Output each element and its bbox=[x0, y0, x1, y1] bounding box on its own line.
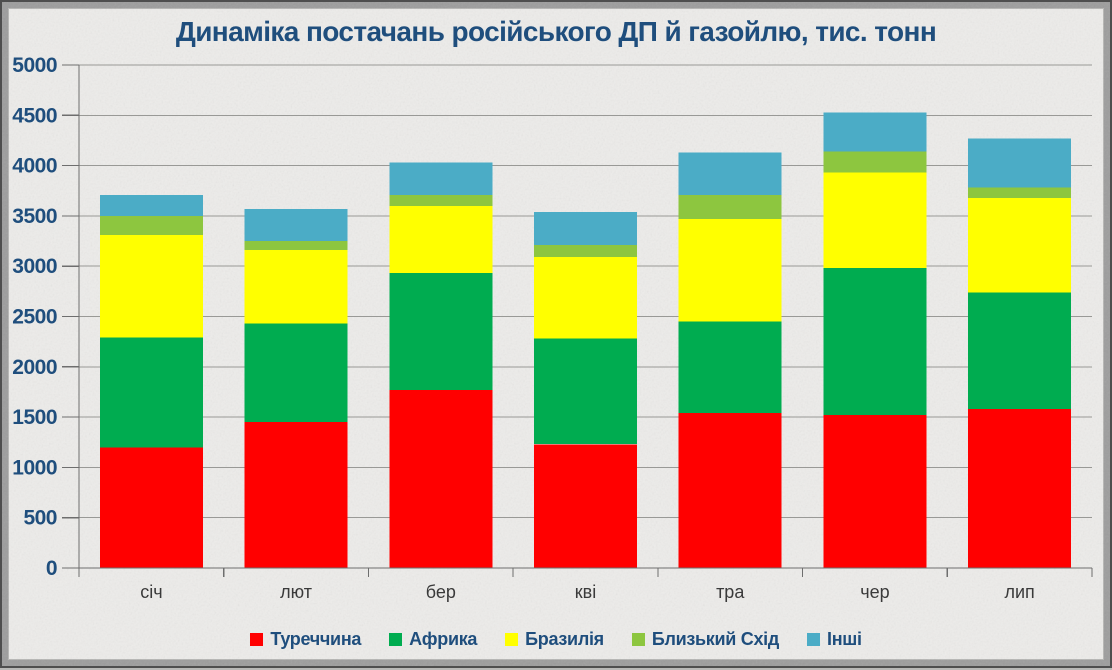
bar-segment-s2-c3 bbox=[534, 257, 637, 339]
bar-segment-s2-c2 bbox=[389, 205, 493, 274]
x-axis-label: січ bbox=[140, 582, 162, 602]
bar-segment-s3-c4 bbox=[678, 194, 782, 219]
legend-label: Близький Схід bbox=[651, 628, 779, 649]
y-axis-label: 4500 bbox=[12, 104, 57, 127]
legend-label: Туреччина bbox=[270, 628, 362, 649]
legend-swatch-icon bbox=[250, 632, 264, 646]
legend-swatch-icon bbox=[389, 632, 403, 646]
legend-swatch-icon bbox=[505, 632, 519, 646]
bar-segment-s2-c4 bbox=[678, 218, 782, 322]
y-axis-label: 3000 bbox=[12, 255, 57, 278]
legend-item: Бразилія bbox=[505, 629, 604, 650]
y-axis-label: 3500 bbox=[12, 205, 57, 228]
legend-swatch-icon bbox=[807, 632, 820, 646]
bar-segment-s4-c4 bbox=[678, 152, 782, 195]
legend-item: Африка bbox=[389, 629, 477, 650]
bar-segment-s1-c0 bbox=[99, 337, 203, 448]
bar-segment-s4-c0 bbox=[99, 194, 203, 216]
bar-segment-s4-c2 bbox=[389, 162, 493, 195]
bar-segment-s4-c3 bbox=[534, 211, 637, 246]
bar-segment-s0-c0 bbox=[99, 447, 203, 568]
y-axis-label: 4000 bbox=[12, 155, 57, 178]
legend-label: Бразилія bbox=[525, 628, 604, 649]
bar-segment-s1-c4 bbox=[678, 321, 782, 413]
bar-segment-s2-c0 bbox=[99, 235, 203, 338]
bar-segment-s1-c1 bbox=[244, 323, 348, 423]
x-axis-label: бер bbox=[426, 582, 456, 602]
bar-segment-s0-c3 bbox=[534, 444, 637, 568]
legend-label: Інші bbox=[827, 628, 862, 649]
bar-segment-s3-c2 bbox=[389, 194, 493, 206]
chart-title: Динаміка постачань російського ДП й газо… bbox=[175, 16, 937, 47]
chart-legend: Туреччина Африка Бразилія Близький Схід Інші bbox=[2, 623, 1110, 655]
bar-segment-s3-c5 bbox=[823, 151, 927, 173]
y-axis-label: 2500 bbox=[12, 306, 57, 329]
bar-segment-s4-c5 bbox=[823, 112, 927, 152]
bar-segment-s0-c6 bbox=[968, 409, 1072, 568]
legend-item: Близький Схід bbox=[631, 628, 779, 650]
legend-label: Африка bbox=[409, 628, 478, 649]
legend-swatch-icon bbox=[631, 632, 645, 646]
bar-segment-s3-c6 bbox=[968, 187, 1072, 198]
y-axis-label: 5000 bbox=[12, 54, 57, 77]
bar-segment-s1-c3 bbox=[534, 338, 637, 445]
bar-segment-s1-c2 bbox=[389, 273, 493, 390]
x-axis-label: лип bbox=[1004, 582, 1034, 602]
y-axis-label: 0 bbox=[46, 557, 57, 580]
bar-segment-s2-c1 bbox=[244, 250, 348, 324]
y-axis-label: 2000 bbox=[12, 356, 57, 379]
bar-segment-s1-c5 bbox=[823, 268, 927, 416]
x-axis-label: чер bbox=[860, 582, 889, 602]
x-axis-label: лют bbox=[280, 582, 312, 602]
bar-segment-s0-c5 bbox=[823, 415, 927, 568]
y-axis-label: 500 bbox=[23, 507, 57, 530]
bar-segment-s2-c5 bbox=[823, 172, 927, 269]
x-axis-label: тра bbox=[716, 582, 745, 602]
legend-item: Туреччина bbox=[250, 629, 361, 650]
bar-segment-s0-c4 bbox=[678, 413, 782, 568]
bar-segment-s1-c6 bbox=[968, 292, 1072, 410]
bar-segment-s2-c6 bbox=[968, 197, 1072, 293]
bar-segment-s4-c6 bbox=[968, 138, 1072, 188]
y-axis-label: 1000 bbox=[12, 456, 57, 479]
y-axis-label: 1500 bbox=[12, 406, 57, 429]
x-axis-label: кві bbox=[575, 582, 596, 602]
bar-segment-s4-c1 bbox=[244, 208, 348, 242]
legend-item: Інші bbox=[807, 629, 862, 650]
bar-segment-s3-c0 bbox=[99, 215, 203, 235]
bar-segment-s0-c2 bbox=[389, 389, 493, 568]
bar-segment-s0-c1 bbox=[244, 422, 348, 568]
bar-segment-s3-c1 bbox=[244, 241, 348, 251]
bar-segment-s3-c3 bbox=[534, 245, 637, 258]
